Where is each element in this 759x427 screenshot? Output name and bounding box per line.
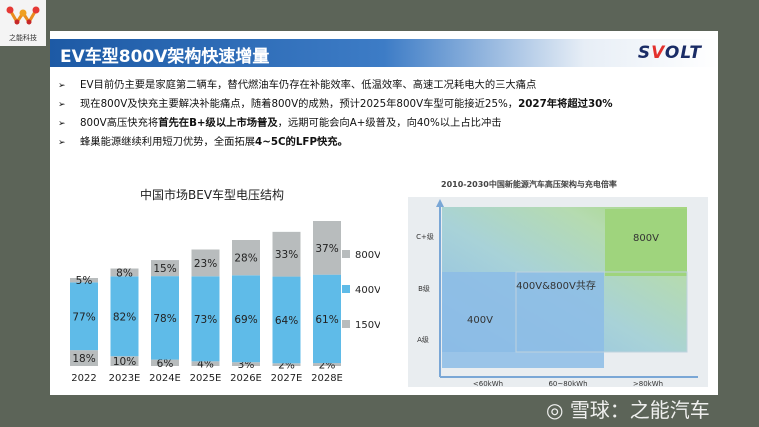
region-outline — [515, 271, 688, 353]
bar-400V-2027E — [272, 276, 301, 364]
slide: EV车型800V架构快速增量 SVOLT ➢ EV目前仍主要是家庭第二辆车，替代燃… — [50, 31, 718, 395]
x-tick-label: 2022 — [71, 373, 96, 384]
data-label: 15% — [153, 263, 176, 275]
bullet-text: 首先在B+级以上市场普及 — [158, 117, 278, 129]
bar-chart: 18% 77% 5% 2022 10% 82% 8% 2023E 6% 78% 15% 2024E 4%… — [70, 221, 380, 384]
data-label: 77% — [72, 311, 95, 323]
bar-400V-2028E — [313, 274, 341, 364]
y-axis-arrow-icon — [436, 199, 444, 207]
data-label: 8% — [116, 267, 133, 279]
area-chart: 400V 400V&800V共存 800V C+级 B级 A级 <60kWh 60~80kWh… — [408, 197, 708, 387]
arrow-icon: ➢ — [58, 119, 66, 129]
legend-label: 400V — [355, 285, 380, 296]
arrow-icon: ➢ — [58, 81, 66, 91]
region-800v — [605, 209, 687, 276]
logo-icon — [6, 6, 40, 25]
bar-800V-2027E — [272, 231, 301, 277]
bullet-text: 800V高压快充将 — [80, 117, 159, 129]
x-tick-label: <60kWh — [473, 380, 503, 387]
watermark: ◎ 雪球：之能汽车 — [546, 394, 710, 423]
arrow-icon: ➢ — [58, 100, 66, 110]
bar-800V-2026E — [232, 240, 260, 276]
region-label-400v: 400V — [467, 315, 493, 326]
bullet-item: ➢ EV目前仍主要是家庭第二辆车，替代燃油车仍存在补能效率、低温效率、高速工况耗电… — [58, 76, 613, 95]
company-logo: 之能科技 — [0, 0, 46, 46]
bar-150V-2024E — [151, 359, 179, 366]
data-label: 28% — [234, 253, 257, 265]
legend-swatch — [342, 250, 350, 258]
bar-400V-2025E — [191, 276, 220, 362]
bullet-item: ➢ 现在800V及快充主要解决补能痛点，随着800V的成熟，预计2025年800V… — [58, 95, 613, 114]
bullet-text: 2027年将超过30% — [518, 98, 613, 110]
legend-swatch — [342, 320, 350, 328]
bar-150V-2023E — [110, 356, 139, 366]
watermark-text: 雪球：之能汽车 — [569, 398, 710, 422]
bullet-text: 蜂巢能源继续利用短刀优势，全面拓展 — [80, 136, 256, 148]
bar-chart-title: 中国市场BEV车型电压结构 — [140, 188, 285, 202]
data-label: 18% — [72, 353, 95, 365]
bar-800V-2024E — [151, 260, 179, 277]
y-tick-label: A级 — [417, 335, 429, 344]
data-label: 23% — [194, 258, 217, 270]
bullet-text: ，远期可能会向A+级普及，向40%以上占比冲击 — [277, 117, 502, 129]
bar-400V-2022 — [70, 282, 98, 351]
watermark-icon: ◎ — [546, 398, 564, 422]
legend-label: 150V — [355, 320, 380, 331]
data-label: 78% — [153, 313, 176, 325]
x-tick-label: 2025E — [190, 373, 222, 384]
bar-800V-2023E — [110, 268, 139, 277]
data-label: 5% — [76, 275, 93, 287]
data-label: 64% — [275, 315, 298, 327]
legend-swatch — [342, 285, 350, 293]
bar-150V-2022 — [70, 350, 98, 366]
bar-800V-2022 — [70, 278, 98, 283]
bullet-text: 现在800V及快充主要解决补能痛点，随着800V的成熟，预计2025年800V车… — [80, 98, 519, 110]
y-tick-label: B级 — [418, 284, 430, 293]
bar-150V-2027E — [272, 363, 301, 366]
bar-800V-2025E — [191, 249, 220, 277]
arrow-icon: ➢ — [58, 138, 66, 148]
data-label: 61% — [315, 314, 338, 326]
bar-400V-2026E — [232, 275, 260, 363]
data-label: 10% — [113, 356, 136, 368]
bar-150V-2026E — [232, 362, 260, 366]
region-label-800v: 800V — [633, 233, 659, 244]
x-tick-label: 2023E — [109, 373, 141, 384]
data-label: 73% — [194, 314, 217, 326]
data-label: 33% — [275, 249, 298, 261]
x-tick-label: 2024E — [149, 373, 181, 384]
x-tick-label: 2026E — [230, 373, 262, 384]
bullet-list: ➢ EV目前仍主要是家庭第二辆车，替代燃油车仍存在补能效率、低温效率、高速工况耗电… — [58, 76, 613, 152]
x-tick-label: 60~80kWh — [548, 380, 587, 387]
legend-label: 800V — [355, 250, 380, 261]
bullet-item: ➢ 蜂巢能源继续利用短刀优势，全面拓展4~5C的LFP快充。 — [58, 133, 613, 152]
bar-150V-2028E — [313, 363, 341, 366]
bar-150V-2025E — [191, 361, 220, 366]
bar-800V-2028E — [313, 221, 341, 275]
title-bar: EV车型800V架构快速增量 SVOLT — [50, 39, 718, 67]
data-label: 4% — [197, 359, 214, 371]
bullet-text: 4~5C的LFP快充。 — [255, 136, 348, 148]
x-tick-label: >80kWh — [633, 380, 663, 387]
data-label: 82% — [113, 311, 136, 323]
bar-400V-2024E — [151, 276, 179, 360]
bar-400V-2023E — [110, 276, 139, 357]
slide-title: EV车型800V架构快速增量 — [60, 47, 270, 67]
data-label: 37% — [315, 243, 338, 255]
y-tick-label: C+级 — [416, 232, 434, 241]
bullet-item: ➢ 800V高压快充将首先在B+级以上市场普及，远期可能会向A+级普及，向40%以… — [58, 114, 613, 133]
data-label: 69% — [234, 314, 257, 326]
region-label-coexist: 400V&800V共存 — [516, 279, 596, 292]
logo-text: 之能科技 — [9, 34, 37, 42]
x-tick-label: 2027E — [271, 373, 303, 384]
svolt-logo: SVOLT — [637, 43, 702, 63]
area-chart-title: 2010-2030中国新能源汽车高压架构与充电倍率 — [441, 180, 617, 189]
bullet-text: EV目前仍主要是家庭第二辆车，替代燃油车仍存在补能效率、低温效率、高速工况耗电大… — [80, 79, 537, 91]
x-tick-label: 2028E — [311, 373, 343, 384]
data-label: 6% — [157, 358, 174, 370]
